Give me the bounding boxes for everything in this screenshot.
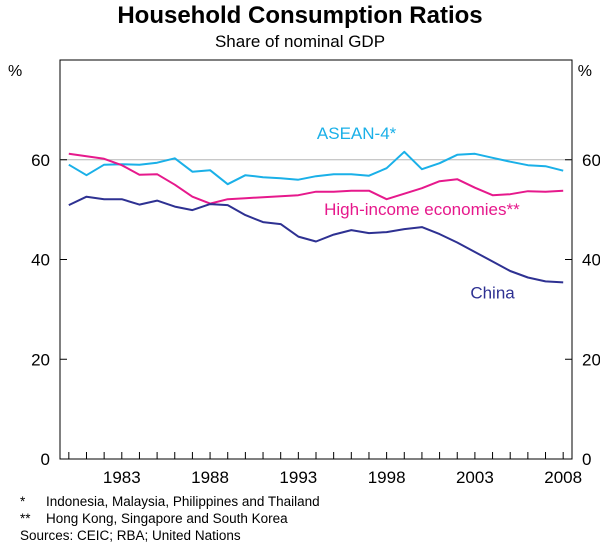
y-axis-unit-left: % bbox=[8, 63, 22, 80]
chart-subtitle: Share of nominal GDP bbox=[214, 32, 386, 51]
y-tick-label-left: 60 bbox=[31, 151, 50, 170]
footnote: ** Hong Kong, Singapore and South Korea bbox=[20, 510, 320, 527]
series-label-asean-4: ASEAN-4* bbox=[317, 124, 397, 143]
footnote: * Indonesia, Malaysia, Philippines and Th… bbox=[20, 493, 320, 510]
x-tick-label: 1993 bbox=[279, 468, 317, 487]
y-tick-label-right: 0 bbox=[582, 450, 591, 469]
footnote-mark: * bbox=[20, 494, 26, 509]
y-tick-label-left: 20 bbox=[31, 350, 50, 369]
y-axis-unit-right: % bbox=[578, 63, 592, 80]
chart-notes: * Indonesia, Malaysia, Philippines and Th… bbox=[20, 493, 320, 544]
y-tick-label-left: 0 bbox=[41, 450, 50, 469]
x-tick-label: 2008 bbox=[544, 468, 582, 487]
sources-note: Sources: CEIC; RBA; United Nations bbox=[20, 528, 241, 543]
y-tick-label-right: 60 bbox=[582, 151, 600, 170]
y-tick-label-left: 40 bbox=[31, 251, 50, 270]
footnote-mark: ** bbox=[20, 511, 31, 526]
series-line-0 bbox=[68, 150, 564, 186]
y-tick-label-right: 40 bbox=[582, 251, 600, 270]
series-label-china: China bbox=[470, 283, 515, 302]
x-tick-label: 2003 bbox=[456, 468, 494, 487]
footnote-text: Indonesia, Malaysia, Philippines and Tha… bbox=[46, 494, 320, 509]
x-tick-label: 1988 bbox=[191, 468, 229, 487]
x-tick-label: 1998 bbox=[368, 468, 406, 487]
y-tick-label-right: 20 bbox=[582, 350, 600, 369]
series-line-1 bbox=[68, 152, 564, 205]
chart-title: Household Consumption Ratios bbox=[117, 2, 483, 29]
footnote-text: Hong Kong, Singapore and South Korea bbox=[46, 511, 288, 526]
series-label-high-income-economies: High-income economies** bbox=[324, 200, 520, 219]
series-line-2 bbox=[68, 195, 564, 284]
plot-frame bbox=[59, 59, 573, 460]
x-tick-label: 1983 bbox=[103, 468, 141, 487]
